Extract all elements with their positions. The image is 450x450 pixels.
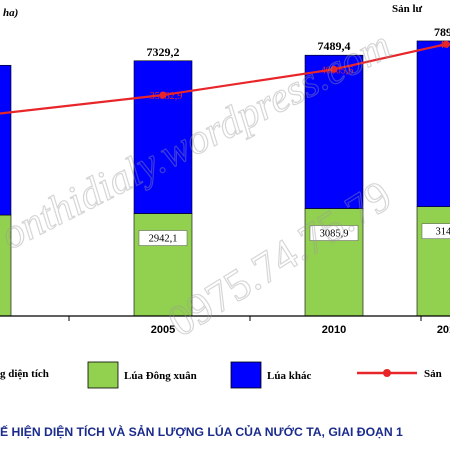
labels-layer: 67329,22942,17489,43085,97899314035832,9… — [138, 25, 450, 246]
total-label-2: 7489,4 — [318, 39, 351, 53]
y-unit-left: ha) — [3, 7, 18, 19]
x-tick-label-1: 2005 — [151, 324, 175, 336]
bar-lua-khac-3 — [416, 40, 450, 207]
line-point-2 — [330, 65, 338, 73]
legend-label-lua-dong-xuan: Lúa Đông xuân — [124, 370, 197, 382]
bar-lua-khac-2 — [304, 54, 364, 209]
line-point-3 — [442, 40, 450, 48]
total-label-1: 7329,2 — [147, 45, 180, 59]
bottom-label-3: 3140 — [436, 227, 450, 238]
bottom-label-box-2 — [309, 225, 359, 241]
bar-lua-khac-1 — [133, 60, 193, 214]
x-ticks: 2005 2010 201 — [68, 316, 450, 336]
legend-swatch-lua-khac — [230, 361, 262, 389]
y-unit-right: Sản lư — [392, 3, 423, 15]
line-point-1 — [159, 91, 167, 99]
total-label-3: 7899 — [434, 25, 450, 39]
legend-label-lua-khac: Lúa khác — [267, 370, 311, 382]
bottom-label-1: 2942,1 — [149, 234, 178, 245]
line-label-1: 35832,9 — [150, 91, 183, 102]
watermark-phone: 0975.74.75.79 — [159, 171, 400, 347]
x-tick-label-3: 201 — [437, 324, 450, 336]
legend: g diện tích Lúa Đông xuân Lúa khác Sản — [0, 361, 442, 389]
line-san-luong — [0, 43, 447, 115]
legend-label-area: g diện tích — [0, 368, 49, 380]
line-label-2: 40005,6 — [321, 65, 354, 76]
line-layer — [0, 40, 450, 115]
chart-title: Ế HIỆN DIỆN TÍCH VÀ SẢN LƯỢNG LÚA CỦA NƯ… — [0, 424, 403, 439]
legend-marker-san-luong — [383, 369, 391, 377]
line-label-3: 4407 — [439, 40, 450, 51]
legend-swatch-lua-dong-xuan — [87, 361, 119, 389]
legend-label-san-luong: Sản — [424, 368, 442, 380]
bottom-label-box-1 — [138, 230, 188, 246]
bottom-label-box-3 — [421, 223, 450, 239]
bar-lua-dong-xuan-3 — [416, 206, 450, 317]
bottom-label-2: 3085,9 — [320, 229, 349, 240]
bar-lua-khac-0 — [0, 64, 12, 216]
bar-lua-dong-xuan-0 — [0, 214, 12, 317]
x-tick-label-2: 2010 — [322, 324, 346, 336]
